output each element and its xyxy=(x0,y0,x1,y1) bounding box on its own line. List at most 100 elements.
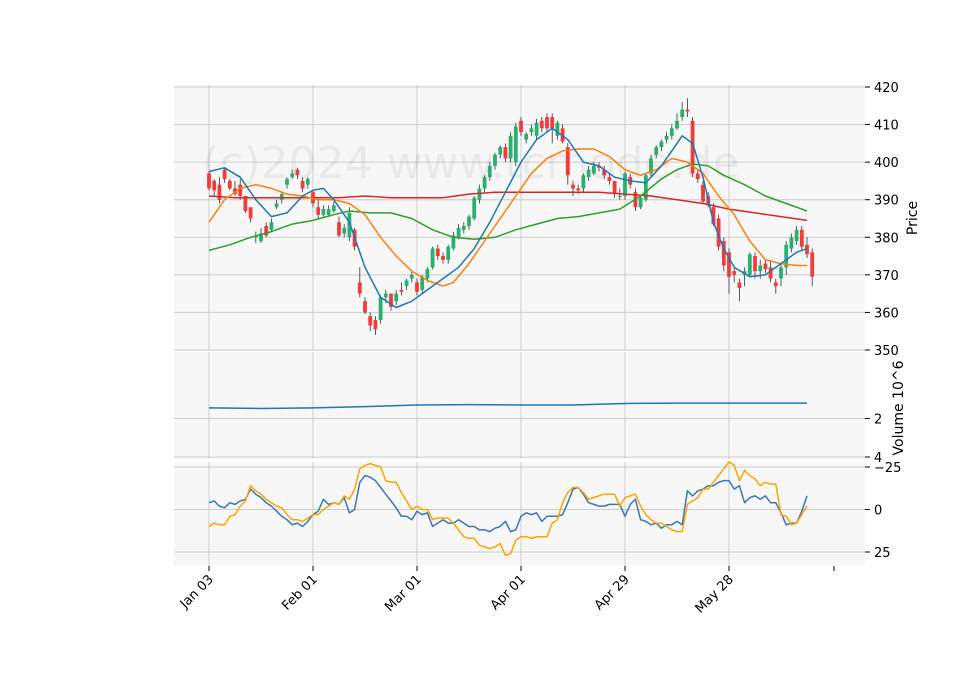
candle-body xyxy=(394,293,399,302)
x-tick-label: Mar 01 xyxy=(382,572,425,615)
volume-average-line xyxy=(208,402,807,410)
price-tick-label: 400 xyxy=(874,156,899,171)
candle-body xyxy=(383,293,388,298)
candle-body xyxy=(654,147,659,155)
candle-body xyxy=(357,282,362,294)
candle-body xyxy=(451,235,456,249)
candle-body xyxy=(545,117,549,129)
candle-body xyxy=(212,180,217,191)
candle-body xyxy=(560,128,565,142)
candle-body xyxy=(617,195,622,197)
candle-body xyxy=(732,271,737,275)
candle-body xyxy=(243,195,248,211)
candle-body xyxy=(482,177,487,189)
candle-body xyxy=(685,109,690,112)
candle-body xyxy=(300,180,305,189)
x-tick-label: Apr 29 xyxy=(592,572,633,613)
candle-body xyxy=(659,141,664,148)
candle-body xyxy=(643,175,648,200)
candle-body xyxy=(399,289,404,292)
candle-body xyxy=(576,188,581,191)
candle-body xyxy=(565,147,570,176)
price-tick-label: 420 xyxy=(874,81,899,96)
candle-body xyxy=(363,301,367,313)
candle-body xyxy=(326,209,331,215)
candle-body xyxy=(415,282,419,292)
candle-body xyxy=(799,229,804,247)
candle-body xyxy=(753,256,757,272)
candle-body xyxy=(763,263,768,270)
candle-body xyxy=(664,135,669,140)
oscillator-tick-label: 25 xyxy=(874,546,891,561)
candle-body xyxy=(586,169,591,178)
candle-body xyxy=(389,293,393,307)
candle-body xyxy=(690,120,695,174)
candle-body xyxy=(259,233,263,242)
candle-body xyxy=(555,122,560,136)
volume-tick-label: 4 xyxy=(874,451,882,466)
candle-body xyxy=(773,282,778,287)
candle-body xyxy=(373,319,378,330)
candle-body xyxy=(721,241,726,266)
candle-body xyxy=(461,226,466,230)
candle-body xyxy=(649,158,653,174)
oscillator-line-orange xyxy=(208,461,808,557)
price-tick-label: 350 xyxy=(874,344,899,359)
candle-body xyxy=(498,147,503,155)
candle-body xyxy=(487,165,492,178)
price-tick-label: 360 xyxy=(874,306,899,321)
candle-body xyxy=(342,227,347,234)
candle-body xyxy=(711,207,716,225)
candle-body xyxy=(638,197,643,208)
candle-body xyxy=(222,169,227,180)
candle-body xyxy=(456,227,461,238)
candle-body xyxy=(607,177,612,181)
candle-body xyxy=(493,154,497,166)
candle-body xyxy=(784,244,789,268)
volume-axis-label: Volume 10^6 xyxy=(891,360,907,455)
candle-body xyxy=(227,180,232,189)
x-tick-label: Feb 01 xyxy=(279,572,321,614)
candle-body xyxy=(217,184,222,200)
price-tick-label: 370 xyxy=(874,269,899,284)
candle-body xyxy=(420,276,425,290)
moving-average-orange xyxy=(208,148,807,287)
price-axis-label: Price xyxy=(905,201,921,235)
candle-body xyxy=(508,135,513,159)
candle-body xyxy=(331,205,336,211)
candle-body xyxy=(701,184,705,202)
candle-body xyxy=(472,197,477,219)
candle-body xyxy=(669,128,674,136)
moving-average-blue xyxy=(208,127,808,309)
candle-body xyxy=(305,179,310,185)
candle-body xyxy=(285,179,289,185)
candle-body xyxy=(347,212,352,238)
candle-body xyxy=(597,165,601,168)
candle-body xyxy=(591,165,596,174)
candle-body xyxy=(513,126,518,163)
price-tick-label: 380 xyxy=(874,231,899,246)
candle-body xyxy=(378,297,383,320)
candle-body xyxy=(571,184,575,189)
candle-body xyxy=(316,207,321,215)
candle-body xyxy=(269,222,274,230)
candle-body xyxy=(248,207,253,219)
candle-body xyxy=(503,147,508,159)
candle-body xyxy=(524,133,529,140)
candle-body xyxy=(529,128,534,133)
candle-body xyxy=(467,216,471,227)
candle-body xyxy=(337,222,341,236)
oscillator-line-blue xyxy=(208,474,808,533)
candle-body xyxy=(404,280,409,287)
chart-marks xyxy=(207,98,815,557)
volume-tick-label: 2 xyxy=(874,413,882,428)
candle-body xyxy=(623,173,627,196)
candle-body xyxy=(727,252,731,277)
candle-body xyxy=(758,265,763,272)
candle-body xyxy=(539,120,544,129)
candle-body xyxy=(425,269,430,279)
candle-body xyxy=(794,229,799,242)
candle-body xyxy=(264,226,269,236)
candle-body xyxy=(441,256,445,260)
